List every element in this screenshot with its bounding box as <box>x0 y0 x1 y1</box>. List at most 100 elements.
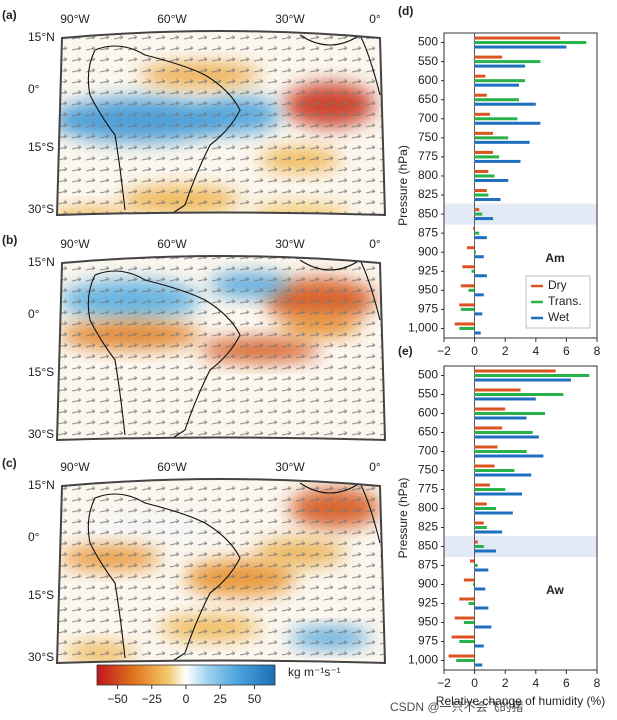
bar <box>474 526 487 529</box>
panel-label: (c) <box>2 456 17 470</box>
bar <box>470 559 475 563</box>
y-tick-label: 650 <box>418 92 438 106</box>
y-tick-label: 900 <box>418 577 438 591</box>
latitude-label: 30°S <box>28 202 54 216</box>
colorbar-tick-label: −25 <box>142 692 163 706</box>
legend-label: Trans. <box>548 294 582 308</box>
bar <box>474 521 484 525</box>
bar <box>451 635 475 639</box>
x-tick-label: 0 <box>471 676 478 690</box>
bar <box>474 189 487 193</box>
bar <box>474 117 518 121</box>
bar <box>459 640 475 643</box>
bar <box>448 654 475 658</box>
bar <box>474 208 480 212</box>
y-tick-label: 825 <box>418 187 438 201</box>
y-tick-label: 700 <box>418 111 438 125</box>
y-tick-label: 550 <box>418 54 438 68</box>
latitude-label: 15°S <box>28 140 54 154</box>
bar <box>474 431 533 434</box>
bar <box>474 312 483 316</box>
bar <box>463 578 475 582</box>
bar <box>474 174 495 178</box>
bar <box>474 236 487 240</box>
y-tick-label: 925 <box>418 596 438 610</box>
bar <box>474 102 536 106</box>
bar <box>474 388 521 392</box>
x-tick-label: 0 <box>471 344 478 358</box>
bar <box>474 426 503 430</box>
bar <box>474 507 497 510</box>
bar <box>473 583 475 586</box>
x-tick-label: 2 <box>502 344 509 358</box>
bar <box>474 502 487 506</box>
bar <box>456 659 475 662</box>
bar <box>474 36 561 40</box>
bar <box>474 231 480 235</box>
latitude-label: 15°S <box>28 365 54 379</box>
bar <box>474 121 541 125</box>
y-tick-label: 1,000 <box>408 653 438 667</box>
x-axis-title: Relative change of humidity (%) <box>436 694 605 708</box>
y-tick-label: 825 <box>418 520 438 534</box>
y-tick-label: 500 <box>418 368 438 382</box>
y-tick-label: 975 <box>418 634 438 648</box>
bar <box>474 131 493 135</box>
latitude-label: 30°S <box>28 427 54 441</box>
highlight-band <box>444 536 597 557</box>
map-field <box>57 479 385 663</box>
bar <box>474 545 484 548</box>
bar <box>474 193 489 197</box>
legend-label: Dry <box>548 278 567 292</box>
plot-frame <box>443 365 598 671</box>
bar <box>474 412 545 415</box>
bar <box>474 530 503 534</box>
longitude-label: 0° <box>369 12 381 26</box>
wind-vectors <box>57 31 385 215</box>
bar <box>460 284 475 288</box>
bar <box>474 331 481 335</box>
y-tick-label: 875 <box>418 558 438 572</box>
bar <box>474 136 509 140</box>
bar <box>474 587 486 591</box>
bar <box>474 450 527 453</box>
y-axis-title: Pressure (hPa) <box>396 478 410 559</box>
colorbar-tick-label: 25 <box>214 692 228 706</box>
bar <box>468 288 475 292</box>
x-tick-label: 8 <box>594 676 601 690</box>
bar <box>474 41 587 45</box>
y-tick-label: 800 <box>418 501 438 515</box>
longitude-label: 60°W <box>157 237 187 251</box>
y-tick-label: 950 <box>418 283 438 297</box>
bar <box>474 445 498 449</box>
bar <box>474 60 541 64</box>
bar <box>474 407 506 411</box>
bar <box>474 397 536 401</box>
highlight-band <box>444 203 597 225</box>
bar <box>474 374 590 377</box>
bar <box>474 492 523 496</box>
y-tick-label: 650 <box>418 425 438 439</box>
bar <box>474 454 544 458</box>
x-tick-label: 4 <box>532 344 539 358</box>
longitude-label: 90°W <box>60 12 90 26</box>
bar <box>474 435 539 439</box>
bar <box>474 606 489 610</box>
bar <box>474 549 497 553</box>
x-tick-label: 6 <box>563 344 570 358</box>
bar <box>474 79 526 83</box>
x-tick-label: 6 <box>563 676 570 690</box>
longitude-label: 0° <box>369 237 381 251</box>
bar <box>474 74 486 78</box>
y-tick-label: 750 <box>418 130 438 144</box>
bar <box>474 568 489 572</box>
panel-label: (e) <box>398 344 413 358</box>
wind-vectors <box>57 256 385 440</box>
longitude-label: 60°W <box>157 460 187 474</box>
bar <box>474 274 487 278</box>
map-panel: (c) 90°W 60°W 30°W 0° 15°N 0° 15°S 30°S <box>2 456 387 664</box>
bar <box>474 473 532 477</box>
map-field <box>57 256 385 440</box>
y-tick-label: 850 <box>418 539 438 553</box>
wind-vectors <box>57 479 385 663</box>
